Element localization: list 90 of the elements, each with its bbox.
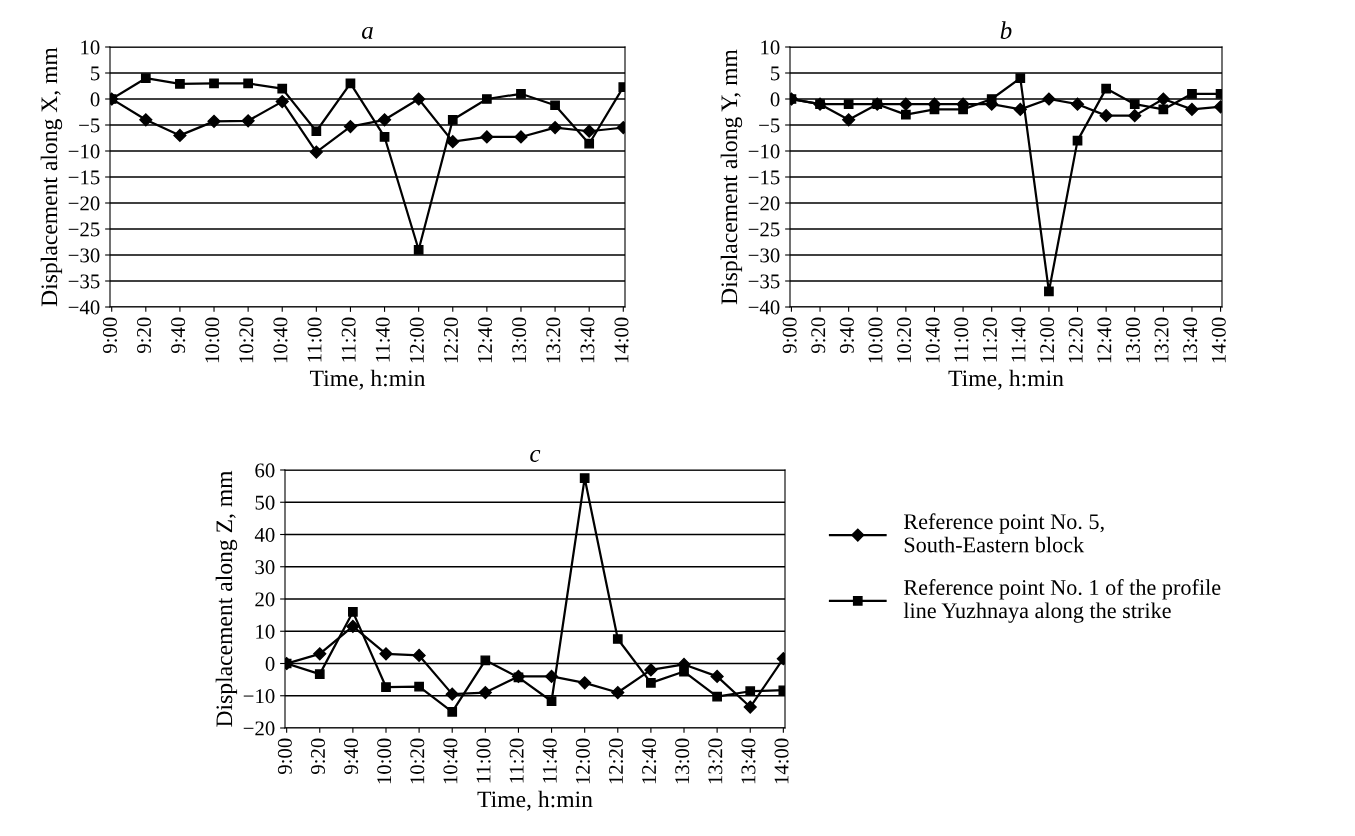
x-tick-label: 9:20 [811,317,826,354]
x-tick-label: 10:40 [925,317,940,363]
x-tick-label: 12:40 [1097,317,1112,363]
y-tick-label: −5 [79,118,100,133]
y-tick-label: −30 [748,248,780,263]
x-tick-label: 10:40 [273,317,288,363]
y-tick-label: −20 [68,196,100,211]
y-tick-label: −5 [759,118,780,133]
x-tick-label: 10:20 [410,738,425,784]
y-axis-title: Displacement along X, mm [40,47,63,307]
x-tick-label: 11:00 [476,738,491,783]
x-tick-label: 11:00 [307,317,322,362]
x-tick-label: 13:40 [580,317,595,363]
x-tick-label: 10:00 [377,738,392,784]
x-tick-label: 10:20 [897,317,912,363]
y-tick-label: 0 [265,656,275,671]
x-tick-label: 10:00 [205,317,220,363]
y-tick-label: −30 [68,248,100,263]
x-axis-title: Time, h:min [309,369,426,390]
x-tick-label: 12:00 [409,317,424,363]
y-tick-label: 0 [770,92,780,107]
x-tick-label: 10:00 [868,317,883,363]
x-tick-label: 9:00 [782,317,797,354]
x-tick-label: 9:40 [171,317,186,354]
x-axis-title: Time, h:min [948,369,1064,390]
x-tick-label: 11:20 [341,317,356,362]
x-tick-label: 11:40 [1011,317,1026,362]
x-tick-label: 13:00 [1125,317,1141,363]
y-tick-label: −10 [748,144,780,159]
x-tick-label: 13:00 [512,317,527,363]
x-tick-label: 12:20 [443,317,459,363]
y-tick-label: 5 [91,66,100,81]
x-tick-label: 9:20 [136,317,152,354]
x-tick-label: 11:40 [542,738,557,783]
y-tick-label: −40 [68,300,100,315]
x-tick-label: 11:40 [375,317,390,362]
y-tick-label: 10 [761,40,780,55]
x-tick-label: 9:20 [310,738,326,775]
x-tick-label: 12:00 [1040,317,1055,363]
x-tick-label: 10:40 [443,738,458,784]
y-tick-label: 10 [81,40,100,55]
x-tick-label: 10:20 [239,317,254,363]
y-tick-label: −15 [68,170,100,185]
y-tick-label: −35 [748,274,780,289]
x-tick-label: 12:40 [642,738,657,784]
y-tick-label: −10 [243,689,275,704]
x-tick-label: 12:20 [1068,317,1083,363]
y-axis-title: Displacement along Z, mm [215,470,238,727]
y-tick-label: −35 [68,274,100,289]
y-axis-title: Displacement along Y, mm [720,49,743,305]
y-tick-label: 50 [255,495,275,510]
chart-title: c [530,449,541,462]
y-tick-label: −20 [748,196,780,211]
x-axis-title: Time, h:min [477,790,593,811]
x-tick-label: 9:40 [344,738,359,775]
x-tick-label: 12:00 [575,738,590,784]
y-tick-label: 60 [255,463,275,478]
x-tick-label: 11:20 [509,738,524,783]
x-tick-label: 9:00 [277,738,292,775]
y-tick-label: −25 [748,222,780,237]
x-tick-label: 14:00 [774,738,789,784]
x-tick-label: 13:00 [675,738,690,784]
x-tick-label: 11:20 [982,317,997,362]
x-tick-label: 12:40 [478,317,493,363]
y-tick-label: −20 [243,721,275,736]
y-tick-label: −15 [748,170,780,185]
chart-title: a [362,26,373,39]
x-tick-label: 14:00 [614,317,629,363]
y-tick-label: 5 [771,66,780,81]
x-tick-label: 13:40 [741,738,756,784]
y-tick-label: −40 [748,300,780,315]
y-tick-label: 20 [255,592,275,607]
legend-label: Reference point No. 1 of the profile line Yuzhnaya along the strike [903,579,1221,623]
y-tick-label: −10 [68,144,100,159]
x-tick-label: 13:20 [546,317,561,363]
x-tick-label: 13:20 [1154,317,1169,363]
x-tick-label: 13:40 [1183,317,1198,363]
x-tick-label: 13:20 [708,738,723,784]
y-tick-label: 30 [255,560,275,575]
legend-label: Reference point No. 5, South-Eastern block [903,513,1104,553]
x-tick-label: 9:40 [839,317,854,354]
chart-title: b [1000,21,1012,39]
x-tick-label: 12:20 [608,738,624,784]
x-tick-label: 9:00 [102,317,118,354]
y-tick-label: 0 [90,92,100,107]
x-tick-label: 14:00 [1211,317,1226,363]
y-tick-label: 10 [256,624,275,639]
y-tick-label: −25 [68,222,100,237]
x-tick-label: 11:00 [954,317,969,362]
y-tick-label: 40 [254,527,275,542]
